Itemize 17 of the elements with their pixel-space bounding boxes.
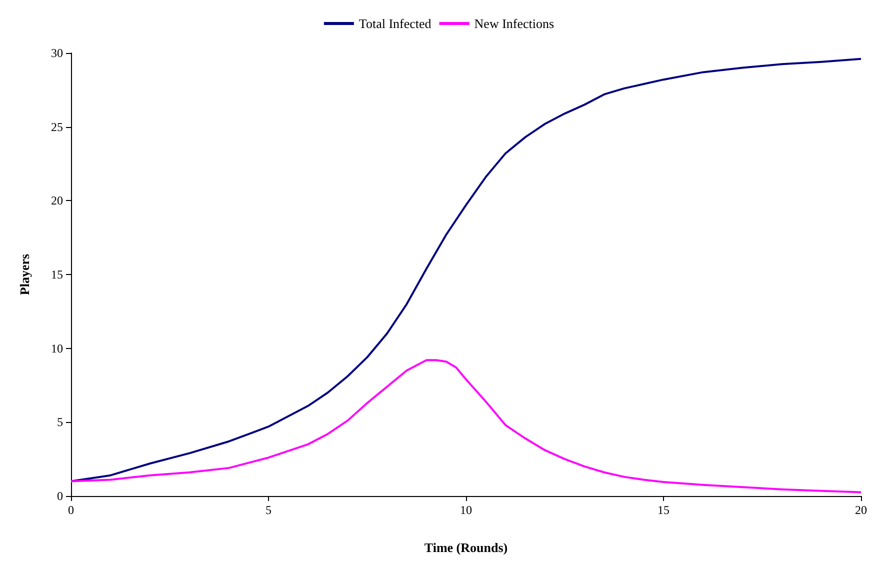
x-tick-label: 0 (68, 503, 74, 517)
legend-label: New Infections (474, 16, 554, 31)
y-tick-label: 20 (51, 194, 63, 208)
y-tick-label: 0 (57, 489, 63, 503)
y-tick-label: 15 (51, 268, 63, 282)
x-tick-label: 5 (266, 503, 272, 517)
x-tick-label: 20 (855, 503, 867, 517)
y-tick-label: 10 (51, 341, 63, 356)
y-tick-label: 5 (57, 415, 63, 430)
x-axis-title: Time (Rounds) (424, 540, 508, 555)
line-series (70, 359, 862, 494)
y-tick-label: 30 (51, 46, 63, 60)
x-tick-label: 15 (658, 503, 670, 517)
x-tick-label: 10 (460, 503, 472, 517)
y-axis-title: Players (17, 254, 32, 296)
legend-label: Total Infected (358, 16, 432, 31)
y-tick-label: 25 (51, 120, 63, 134)
